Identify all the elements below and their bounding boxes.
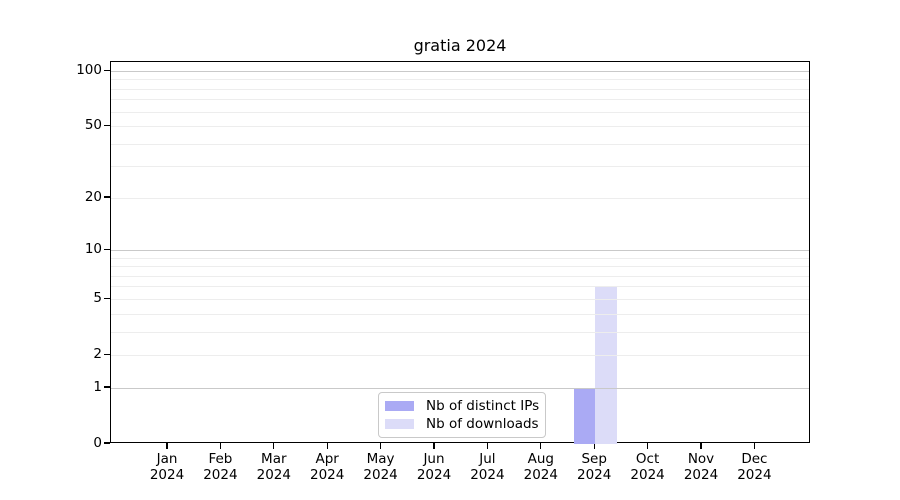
x-tick-year: 2024: [683, 467, 719, 483]
chart-title: gratia 2024: [413, 36, 507, 55]
x-tick-label: Aug 2024: [506, 451, 576, 483]
x-tick-mark: [646, 443, 649, 449]
y-tick-label: 5: [93, 289, 102, 306]
x-tick-label: Nov 2024: [666, 451, 736, 483]
x-tick-month: May: [366, 451, 395, 467]
x-tick-month: Jun: [423, 451, 445, 467]
y-tick-mark: [104, 196, 110, 198]
y-gridline-minor: [111, 79, 809, 81]
y-gridline-minor: [111, 286, 809, 288]
y-tick-label: 1: [93, 378, 102, 395]
y-gridline-major: [111, 70, 809, 72]
x-tick-mark: [593, 443, 595, 449]
y-gridline-minor: [111, 331, 809, 333]
x-tick-year: 2024: [577, 467, 612, 483]
y-tick-label: 10: [84, 240, 102, 257]
x-tick-mark: [753, 443, 756, 449]
x-tick-mark: [219, 443, 222, 449]
y-gridline-minor: [111, 99, 809, 101]
x-tick-label: Jan 2024: [132, 451, 202, 483]
x-tick-label: Jul 2024: [452, 451, 522, 483]
bar-layer: [111, 62, 809, 444]
x-tick-year: 2024: [310, 467, 345, 483]
y-gridline-minor: [111, 257, 809, 259]
x-tick-label: Dec 2024: [719, 451, 789, 483]
legend-label: Nb of distinct IPs: [426, 398, 540, 414]
x-tick-mark: [700, 443, 702, 449]
bar-downloads: [595, 286, 617, 444]
x-tick-mark: [540, 443, 542, 449]
y-tick-label: 0: [93, 434, 102, 451]
x-tick-year: 2024: [470, 467, 505, 483]
y-gridline-major: [111, 387, 809, 389]
x-tick-mark: [166, 443, 168, 449]
x-tick-year: 2024: [149, 467, 185, 483]
y-gridline-minor: [111, 166, 809, 168]
y-tick-label: 2: [93, 345, 102, 362]
x-tick-year: 2024: [363, 467, 398, 483]
x-tick-mark: [379, 443, 382, 449]
y-gridline-minor: [111, 275, 809, 277]
x-tick-month: Feb: [208, 451, 233, 467]
y-tick-mark: [104, 386, 110, 388]
x-tick-label: Mar 2024: [239, 451, 309, 483]
x-tick-month: Sep: [581, 451, 607, 467]
y-tick-label: 50: [84, 116, 102, 133]
x-tick-month: Mar: [261, 451, 287, 467]
x-tick-label: Apr 2024: [292, 451, 362, 483]
x-tick-mark: [326, 443, 328, 449]
y-gridline-minor: [111, 354, 809, 356]
x-tick-year: 2024: [256, 467, 291, 483]
x-tick-mark: [433, 443, 435, 449]
grid-layer: [111, 62, 809, 442]
y-gridline-minor: [111, 197, 809, 199]
y-tick-mark: [104, 69, 110, 71]
y-gridline-minor: [111, 266, 809, 268]
x-tick-label: Sep 2024: [559, 451, 629, 483]
legend-label: Nb of downloads: [426, 416, 539, 432]
x-tick-label: Feb 2024: [185, 451, 255, 483]
y-gridline-minor: [111, 143, 809, 145]
x-tick-year: 2024: [203, 467, 238, 483]
x-tick-month: Apr: [315, 451, 339, 467]
x-tick-mark: [486, 443, 489, 449]
y-tick-mark: [104, 124, 110, 127]
x-tick-year: 2024: [416, 467, 452, 483]
x-tick-month: Dec: [741, 451, 768, 467]
y-gridline-minor: [111, 298, 809, 300]
x-tick-label: May 2024: [346, 451, 416, 483]
bar-distinct-ips: [573, 388, 596, 444]
y-tick-mark: [104, 353, 110, 355]
x-tick-month: Aug: [527, 451, 554, 467]
x-tick-year: 2024: [523, 467, 558, 483]
y-tick-mark: [104, 442, 110, 444]
y-gridline-minor: [111, 88, 809, 90]
x-tick-month: Jul: [479, 451, 496, 467]
y-tick-label: 100: [76, 61, 102, 78]
legend: Nb of distinct IPs Nb of downloads: [378, 392, 546, 438]
x-tick-month: Jan: [156, 451, 178, 467]
y-tick-mark: [104, 297, 110, 299]
legend-item: Nb of distinct IPs: [384, 397, 540, 415]
legend-swatch-distinct-ips: [385, 401, 414, 411]
x-tick-label: Oct 2024: [613, 451, 683, 483]
y-gridline-minor: [111, 313, 809, 315]
x-tick-month: Oct: [635, 451, 660, 467]
x-tick-year: 2024: [737, 467, 772, 483]
legend-item: Nb of downloads: [384, 415, 540, 433]
x-tick-year: 2024: [630, 467, 665, 483]
y-tick-mark: [104, 248, 110, 250]
x-tick-label: Jun 2024: [399, 451, 469, 483]
y-gridline-minor: [111, 125, 809, 127]
y-gridline-minor: [111, 111, 809, 113]
x-tick-month: Nov: [687, 451, 715, 467]
y-gridline-major: [111, 249, 809, 251]
legend-swatch-downloads: [385, 419, 414, 429]
x-tick-mark: [273, 443, 275, 449]
y-tick-label: 20: [84, 188, 102, 205]
plot-area: Nb of distinct IPs Nb of downloads: [110, 61, 810, 444]
